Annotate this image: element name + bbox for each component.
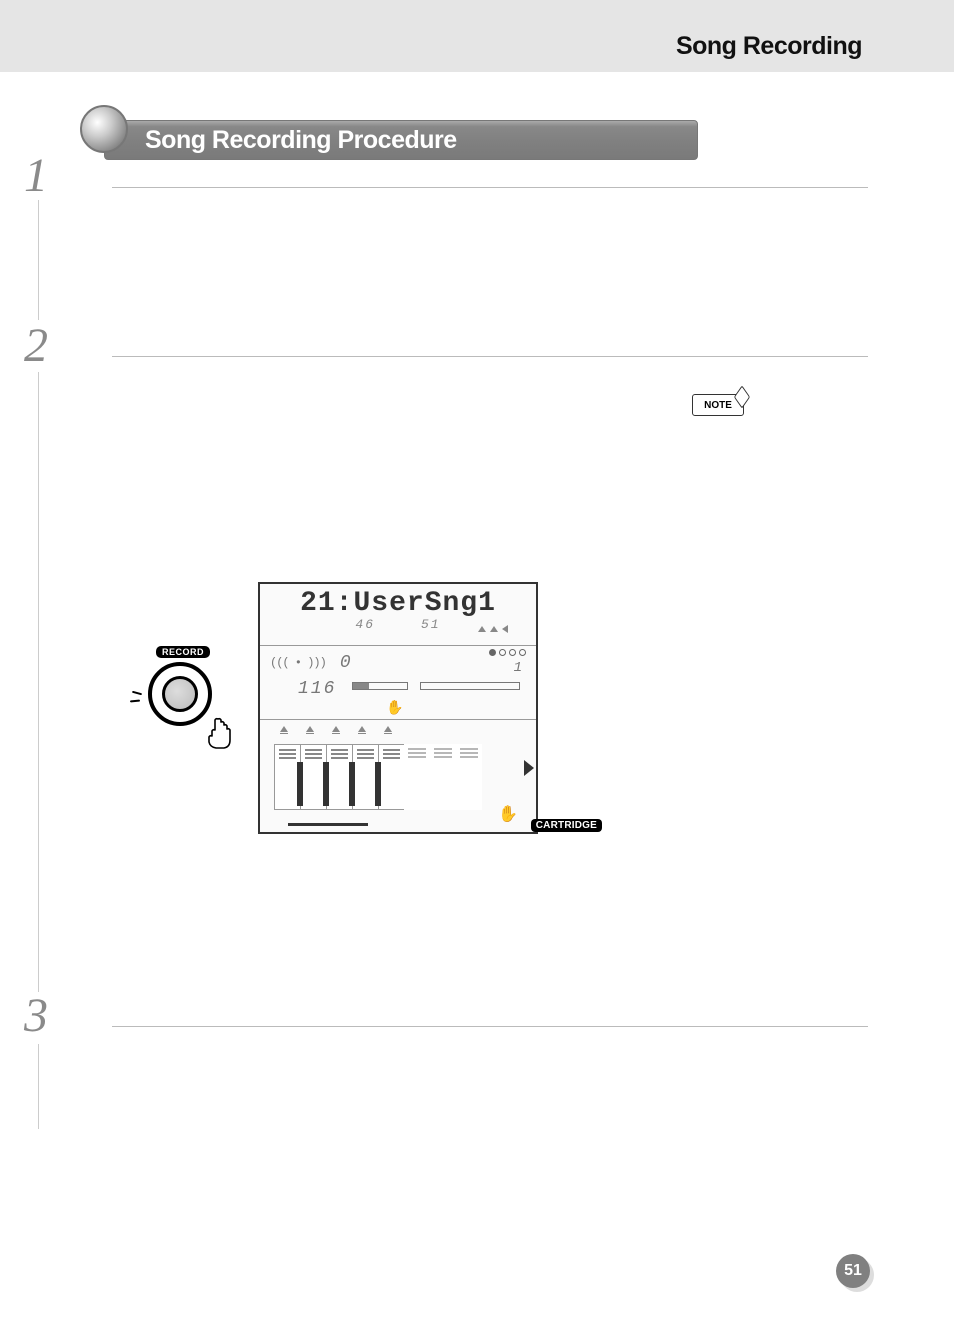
pointer-hand-icon xyxy=(204,716,236,750)
black-key-icon xyxy=(297,762,303,806)
lcd-bar-fill xyxy=(353,683,369,689)
step-1: 1 xyxy=(24,152,48,200)
triangle-marker-icon xyxy=(306,726,314,732)
lcd-volume-bar-2 xyxy=(420,682,520,690)
note-callout: NOTE xyxy=(692,394,744,416)
cartridge-badge: CARTRIDGE xyxy=(531,819,602,832)
lcd-num-a: 46 xyxy=(355,617,375,632)
section-title: Song Recording Procedure xyxy=(145,126,457,155)
black-key-icon xyxy=(375,762,381,806)
triangle-up-icon xyxy=(490,626,498,632)
triangle-left-icon xyxy=(502,625,508,633)
record-center-icon xyxy=(162,676,198,712)
step-number-1: 1 xyxy=(24,152,48,200)
header-band: Song Recording xyxy=(0,0,954,72)
hand-icon: ✋ xyxy=(386,700,403,717)
record-button: RECORD xyxy=(148,662,228,742)
step-2: 2 xyxy=(24,322,48,370)
track-key xyxy=(378,744,404,810)
note-flap-icon xyxy=(734,385,750,408)
page-content: Song Recording Procedure 1 2 NOTE RECORD xyxy=(0,72,954,170)
lcd-keyboard-row: ✋ xyxy=(260,720,536,832)
section-heading: Song Recording Procedure xyxy=(70,110,868,170)
step-1-rule xyxy=(112,187,868,188)
step-number-2: 2 xyxy=(24,322,48,370)
lcd-measure-one: 1 xyxy=(514,660,522,676)
header-title: Song Recording xyxy=(676,32,862,61)
step-3-rule xyxy=(112,1026,868,1027)
track-selection-underline xyxy=(288,823,368,826)
record-label: RECORD xyxy=(156,646,210,658)
track-markers xyxy=(280,726,392,732)
lcd-num-b: 51 xyxy=(421,617,441,632)
step-2-rule xyxy=(112,356,868,357)
step-number-3: 3 xyxy=(24,992,48,1040)
section-bar: Song Recording Procedure xyxy=(104,120,698,160)
lcd-screen: 21:UserSng1 46 51 1 ((( • ))) 0 xyxy=(258,582,538,834)
lcd-beat-dots xyxy=(489,649,526,656)
black-key-icon xyxy=(349,762,355,806)
play-arrow-icon xyxy=(524,760,534,776)
lcd-nav-arrows xyxy=(478,625,508,633)
lcd-row-1: ((( • ))) 0 xyxy=(270,652,526,674)
triangle-marker-icon xyxy=(384,726,392,732)
note-text: NOTE xyxy=(704,400,732,411)
lcd-status-row: 1 ((( • ))) 0 116 ✋ xyxy=(260,646,536,720)
step-2-connector xyxy=(38,372,39,992)
step-3: 3 xyxy=(24,992,48,1040)
device-illustration: RECORD 21:UserSng1 46 51 xyxy=(138,582,568,852)
speaker-icon: ((( • ))) xyxy=(270,656,326,670)
triangle-marker-icon xyxy=(332,726,340,732)
note-label: NOTE xyxy=(692,394,744,416)
track-key xyxy=(430,744,456,810)
triangle-up-icon xyxy=(478,626,486,632)
lcd-title-row: 21:UserSng1 46 51 xyxy=(260,584,536,646)
lcd-volume-bar-1 xyxy=(352,682,408,690)
lcd-transpose: 0 xyxy=(340,653,351,673)
track-key xyxy=(404,744,430,810)
hand-icon: ✋ xyxy=(498,804,518,824)
track-key xyxy=(456,744,482,810)
page-number: 51 xyxy=(836,1254,870,1288)
section-bullet-icon xyxy=(80,105,128,153)
triangle-marker-icon xyxy=(280,726,288,732)
record-ring-icon xyxy=(148,662,212,726)
step-1-connector xyxy=(38,200,39,320)
motion-lines-icon xyxy=(130,690,144,706)
lcd-tempo: 116 xyxy=(298,679,336,699)
black-key-icon xyxy=(323,762,329,806)
step-3-connector xyxy=(38,1044,39,1129)
lcd-song-name: 21:UserSng1 xyxy=(260,584,536,619)
page-number-badge: 51 xyxy=(836,1254,874,1292)
triangle-marker-icon xyxy=(358,726,366,732)
